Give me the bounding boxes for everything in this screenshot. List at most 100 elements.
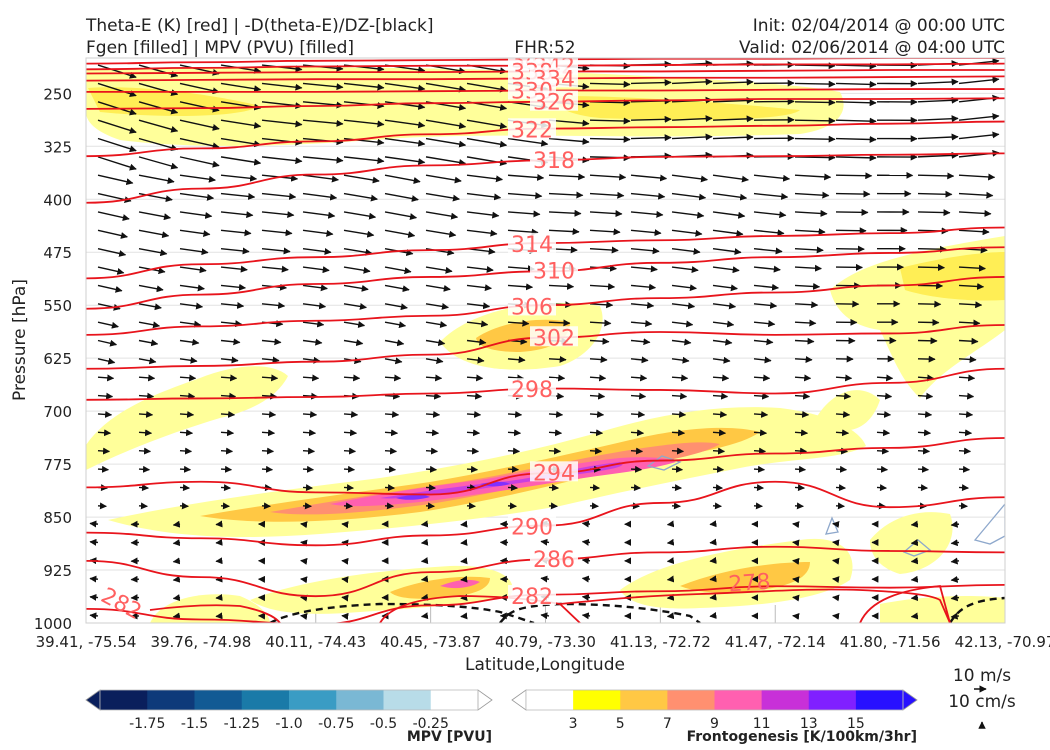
wind-vector: [138, 392, 155, 400]
wind-vector: [671, 174, 708, 183]
colorbar-tick-label: -1.25: [224, 716, 260, 732]
wind-vector: [794, 355, 813, 363]
wind-vector: [302, 211, 336, 219]
wind-vector: [794, 80, 836, 88]
wind-vector: [179, 392, 196, 400]
wind-vector: [220, 174, 258, 182]
wind-vector: [384, 321, 407, 329]
wind-vector: [671, 78, 713, 86]
wind-vector: [425, 229, 457, 238]
wind-vector: [794, 392, 811, 400]
init-time: Init: 02/04/2014 @ 00:00 UTC: [753, 16, 1005, 36]
wind-vector: [950, 594, 960, 602]
wind-vector: [589, 191, 625, 199]
wind-vector: [794, 98, 836, 106]
colorbar-tick-label: 5: [616, 716, 625, 732]
wind-vector: [548, 374, 566, 382]
wind-vector: [835, 190, 871, 198]
wind-vector: [917, 245, 947, 253]
wind-vector: [179, 465, 191, 473]
wind-vector: [466, 374, 484, 382]
wind-vector: [466, 502, 476, 510]
wind-vector: [138, 374, 156, 382]
x-tick-label: 41.13, -72.72: [610, 633, 711, 651]
wind-vector: [950, 520, 960, 528]
theta-e-label-bg: [530, 90, 578, 111]
wind-vector: [958, 465, 970, 473]
wind-vector: [179, 101, 220, 113]
wind-vector: [958, 502, 968, 510]
wind-vector: [425, 192, 460, 202]
wind-vector: [138, 484, 149, 492]
wind-vector: [794, 337, 815, 345]
wind-vector: [179, 192, 215, 201]
wind-vector: [138, 447, 152, 455]
wind-vector: [666, 520, 675, 528]
wind-vector: [958, 429, 973, 437]
wind-vector: [302, 374, 320, 382]
wind-vector: [630, 192, 666, 200]
wind-vector: [712, 229, 744, 237]
colorbar-segment: [573, 690, 621, 710]
wind-vector: [220, 447, 234, 455]
wind-vector: [384, 357, 403, 365]
wind-vector: [712, 374, 730, 382]
wind-vector: [261, 82, 303, 91]
wind-vector: [712, 302, 737, 310]
vector-reference: 10 m/s 10 cm/s: [948, 666, 1016, 729]
theta-e-label-bg: [508, 118, 556, 139]
wind-vector: [589, 429, 604, 437]
wind-vector: [581, 557, 591, 565]
wind-vector: [671, 429, 686, 437]
wind-vector: [89, 538, 99, 546]
wind-vector: [958, 209, 992, 217]
wind-vector: [384, 429, 399, 437]
colorbar-tick-label: 7: [663, 716, 672, 732]
colorbar-extend-left: [511, 689, 527, 711]
wind-vector: [589, 502, 599, 510]
wind-vector: [671, 211, 705, 219]
wind-vector: [138, 137, 179, 152]
wind-vector: [220, 82, 262, 93]
wind-vector: [179, 429, 194, 437]
wind-vector: [97, 465, 109, 473]
wind-vector: [630, 465, 642, 473]
wind-vector: [420, 575, 429, 583]
wind-vector: [425, 82, 467, 93]
wind-vector: [302, 247, 332, 255]
wind-vector: [220, 502, 230, 510]
wind-vector: [917, 429, 932, 437]
wind-vector: [302, 229, 334, 237]
wind-vector: [179, 338, 200, 346]
wind-vector: [172, 557, 181, 565]
colorbar-segment: [430, 690, 479, 710]
wind-vector: [138, 303, 162, 311]
colorbar-segment: [808, 690, 857, 710]
wind-vector: [917, 410, 933, 418]
wind-vector: [425, 339, 446, 347]
wind-vector: [917, 392, 934, 400]
wind-vector: [835, 429, 850, 437]
wind-vector: [589, 447, 603, 455]
wind-vector: [343, 502, 353, 510]
wind-vector: [630, 283, 657, 291]
wind-vector: [835, 172, 873, 180]
theta-e-label-bg: [508, 295, 556, 316]
wind-vector: [466, 211, 500, 219]
wind-vector: [179, 119, 220, 131]
x-tick-label: 40.11, -74.43: [265, 633, 366, 651]
wind-vector: [589, 356, 608, 364]
wind-vector: [384, 82, 426, 92]
dz-contour-3: [948, 596, 1005, 623]
wind-vector: [384, 465, 396, 473]
wind-vector: [671, 320, 694, 328]
wind-vector: [958, 355, 977, 363]
wind-vector: [343, 465, 355, 473]
wind-vector: [302, 447, 316, 455]
wind-vector: [671, 338, 692, 346]
wind-vector: [89, 593, 99, 601]
wind-vector: [138, 211, 172, 221]
wind-vector: [343, 174, 380, 184]
wind-vector: [917, 190, 953, 198]
